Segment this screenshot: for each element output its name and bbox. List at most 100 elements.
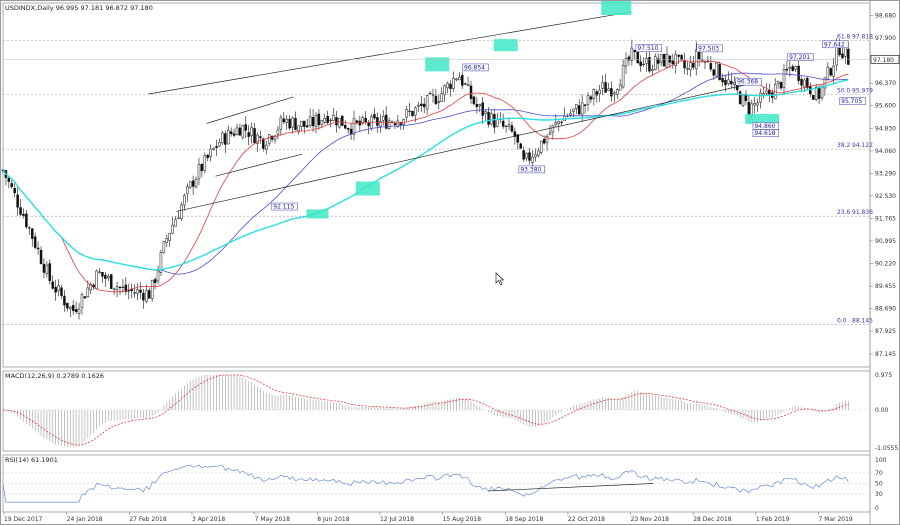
x-axis-label-1: 24 Jan 2018: [67, 516, 103, 523]
highlight-box-0: [306, 209, 329, 219]
candle-body: [267, 134, 271, 144]
y-tick-label-6: 94.060: [875, 148, 896, 155]
candle-body: [721, 78, 724, 83]
candle-body: [402, 118, 405, 125]
candle-body: [803, 79, 806, 88]
candle-body: [66, 302, 69, 309]
candle-body: [83, 296, 87, 299]
fib-value-label-0: 97.818: [852, 34, 873, 41]
candle-body: [487, 111, 490, 125]
fib-value-label-3: 91.836: [852, 209, 873, 216]
candle-body: [346, 128, 350, 130]
candle-body: [206, 154, 209, 158]
candle-body: [186, 186, 189, 194]
candle-body: [13, 188, 16, 194]
candle-body: [703, 61, 707, 63]
candle-body: [273, 135, 277, 141]
candle-body: [159, 252, 163, 273]
candle-body: [434, 95, 438, 105]
candle-body: [291, 117, 294, 128]
candle-body: [759, 92, 762, 103]
annotation-label-9: 97.642: [824, 41, 845, 48]
x-axis-label-3: 3 Apr 2018: [192, 516, 225, 523]
candle-body: [586, 95, 590, 105]
candle-body: [326, 115, 329, 124]
candle-body: [364, 117, 367, 122]
candle-body: [449, 83, 452, 89]
candle-body: [300, 121, 303, 127]
candle-body: [621, 65, 625, 88]
fib-level-label-0: 61.8: [837, 34, 851, 41]
candle-body: [320, 120, 324, 125]
annotation-label-0: 92.115: [273, 204, 294, 211]
candle-body: [472, 96, 476, 105]
candles: [1, 38, 850, 320]
candle-body: [733, 82, 736, 85]
candle-body: [33, 236, 37, 248]
candle-body: [592, 89, 596, 100]
candle-body: [136, 289, 139, 294]
rsi-line: [2, 464, 849, 503]
y-tick-label-1: 97.900: [875, 35, 896, 42]
candle-body: [341, 115, 344, 126]
candle-body: [604, 82, 607, 93]
candle-body: [542, 138, 546, 144]
candle-body: [560, 121, 563, 123]
candle-body: [168, 233, 171, 241]
y-tick-label-5: 94.830: [875, 125, 896, 132]
candle-body: [692, 62, 695, 68]
y-tick-label-0: 98.680: [875, 12, 896, 19]
mouse-cursor-icon: [495, 272, 505, 286]
candle-body: [174, 219, 177, 227]
candle-body: [349, 128, 353, 134]
candle-body: [817, 87, 821, 99]
candle-body: [689, 62, 692, 71]
annotation-box-5: [735, 77, 762, 86]
candle-body: [548, 132, 552, 135]
candle-body: [671, 60, 675, 65]
candle-body: [74, 309, 78, 313]
candle-body: [844, 47, 847, 57]
candle-body: [478, 104, 482, 107]
x-axis-label-9: 22 Oct 2018: [568, 516, 605, 523]
x-axis-label-2: 27 Feb 2018: [129, 516, 167, 523]
x-axis-label-7: 15 Aug 2018: [443, 516, 482, 523]
annotation-label-10: 95.705: [841, 98, 862, 105]
candle-body: [48, 263, 52, 281]
fib-level-label-2: 38.2: [837, 142, 851, 149]
y-tick-label-12: 89.455: [875, 283, 896, 290]
candle-body: [80, 294, 84, 308]
last-price-label: 97.180: [873, 57, 894, 64]
fib-value-label-2: 94.122: [852, 142, 873, 149]
candle-body: [662, 54, 666, 67]
ma-fast-line: [2, 59, 849, 293]
candle-body: [54, 287, 57, 293]
candle-body: [98, 271, 101, 274]
candle-body: [712, 69, 716, 76]
y-tick-label-3: 96.370: [875, 80, 896, 87]
candle-body: [162, 241, 166, 253]
candle-body: [361, 117, 365, 124]
candle-body: [613, 92, 616, 95]
candle-body: [794, 66, 797, 70]
candle-body: [727, 79, 730, 84]
candle-body: [545, 136, 549, 143]
rsi-tick-label-4: 0: [875, 505, 879, 512]
channel-upper-line: [148, 11, 632, 95]
annotation-box-0: [271, 202, 298, 211]
candle-body: [829, 68, 833, 76]
candle-body: [428, 93, 432, 95]
annotation-label-4: 97.503: [698, 45, 719, 52]
y-tick-label-15: 87.145: [875, 351, 896, 358]
candle-body: [262, 138, 265, 149]
annotation-box-3: [635, 44, 662, 52]
candle-body: [294, 117, 297, 130]
candle-body: [145, 290, 148, 302]
macd-tick-label-0: 0.975: [875, 372, 892, 379]
candle-body: [791, 66, 794, 71]
annotation-box-2: [518, 165, 545, 174]
fib-level-label-3: 23.6: [837, 209, 851, 216]
candle-body: [183, 195, 186, 206]
x-axis-label-8: 18 Sep 2018: [505, 516, 543, 523]
